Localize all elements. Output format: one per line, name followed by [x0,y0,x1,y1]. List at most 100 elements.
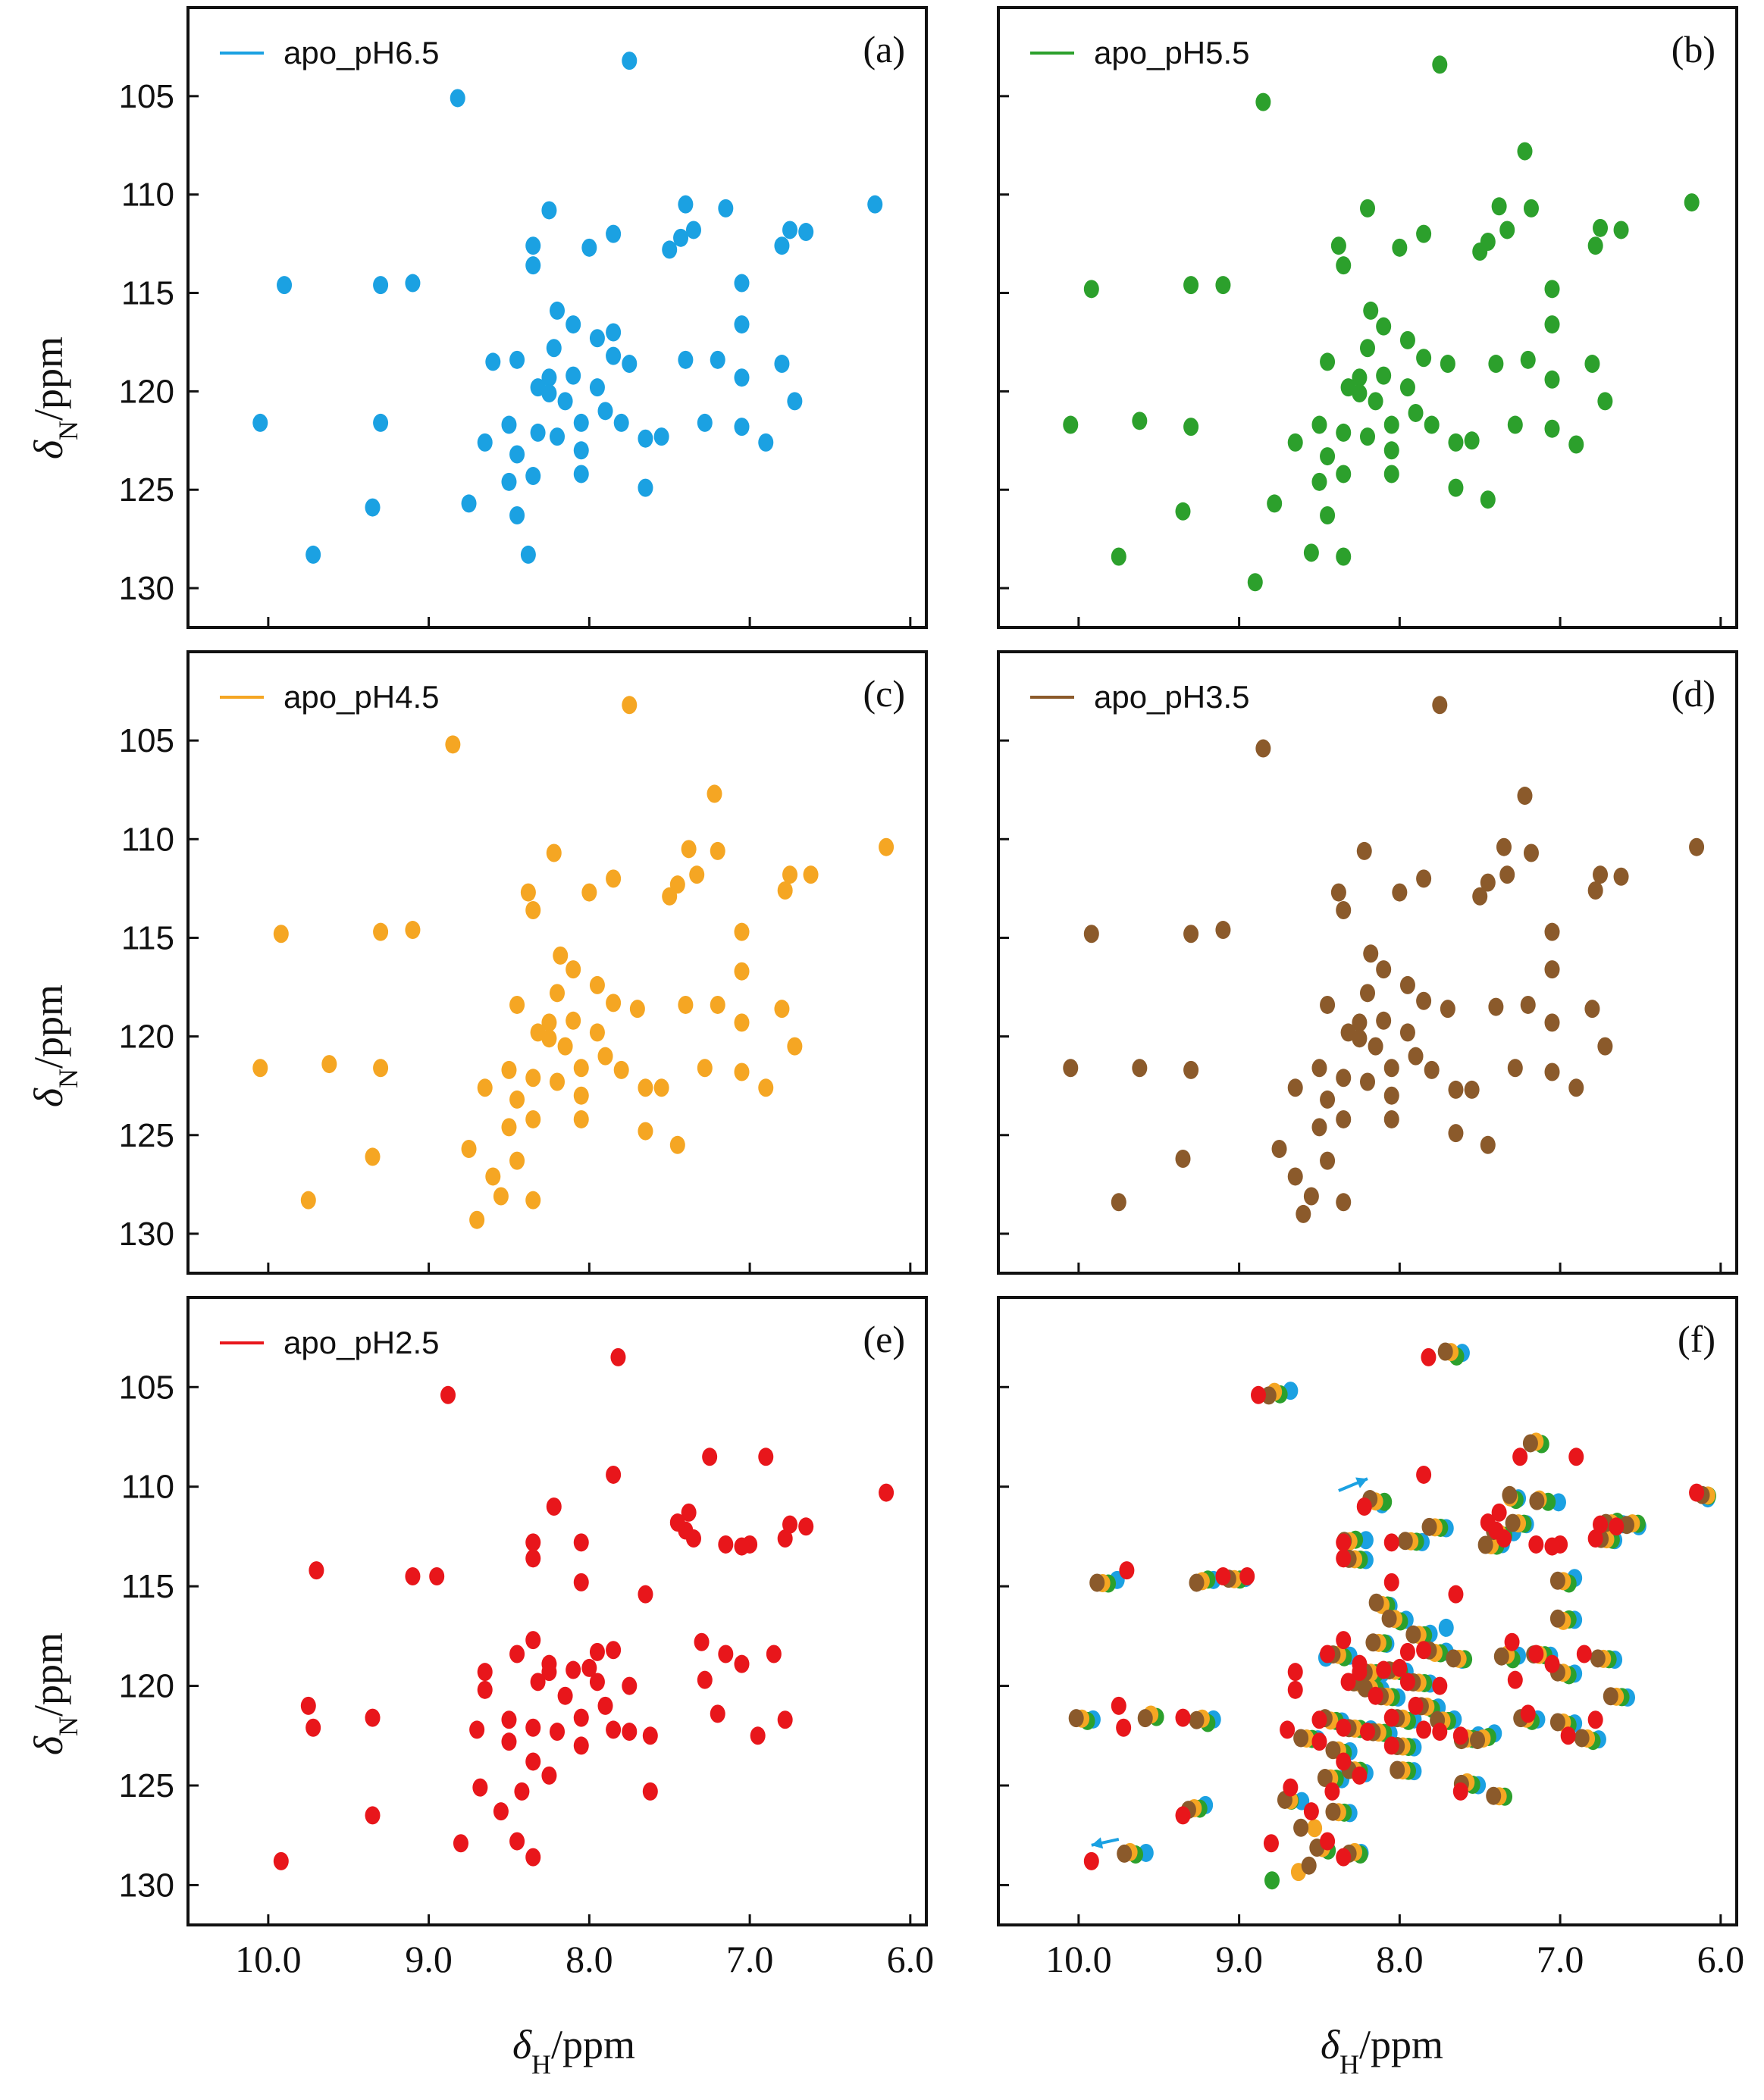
peak-point [1520,1704,1536,1723]
peak-point [1496,1529,1512,1548]
peak-point [525,1549,541,1568]
peak-point [694,1632,710,1651]
panel-f: 10.0 9.0 8.0 7.0 6.0 (f) [997,1296,1744,1980]
peak-point [638,1585,653,1604]
panel-tag: (d) [1672,672,1715,715]
peak-point [1320,447,1336,466]
peak-point [509,350,525,369]
peak-point [1584,1000,1600,1019]
peak-point [566,1011,581,1030]
peak-point [734,315,750,334]
x-tick-label: 9.0 [1215,1938,1263,1980]
panel-tag: (e) [863,1318,906,1360]
peak-point [525,1069,541,1088]
peak-point [1574,1729,1590,1748]
peak-point [1587,1529,1603,1548]
peak-point [1507,1059,1523,1078]
peak-point [541,1029,557,1048]
panel-e: 105 110 115 120 125 130 10.0 9.0 8.0 7.0 6.0 (e) apo… [119,1296,934,1980]
peak-point [1311,1710,1327,1729]
peak-point [1083,1851,1099,1870]
peak-point [573,1533,589,1552]
peak-point [1544,419,1560,438]
legend-label: apo_pH3.5 [1094,679,1250,715]
peak-point [1432,696,1448,715]
peak-point [252,413,268,432]
peak-point [1549,1609,1565,1628]
y-tick-label: 110 [121,821,174,858]
y-tick-label: 130 [119,1216,174,1253]
shift-arrowhead [1091,1837,1104,1849]
peak-point [1480,873,1496,892]
peak-point [1448,1124,1464,1143]
peak-point [1280,1720,1296,1739]
peak-point [573,1109,589,1128]
peak-point [1336,1631,1352,1650]
peak-point [1505,1513,1521,1532]
peak-point [1477,1535,1493,1554]
peak-point [697,413,713,432]
peak-point [1381,1609,1397,1628]
peak-point [1684,193,1700,212]
peak-point [777,881,793,900]
peak-point [1432,1723,1448,1742]
peak-point [321,1055,337,1074]
peak-point [1287,1680,1303,1699]
peak-point [520,545,536,564]
peak-point [501,1732,517,1751]
x-tick-label: 8.0 [566,1938,613,1980]
y-axis-title-row-1: δN/ppm [26,336,83,459]
peak-point [622,696,638,715]
y-tick-label: 125 [119,471,174,509]
peak-point [573,1059,589,1078]
peak-point [509,1090,525,1109]
peak-point [1529,1491,1545,1510]
peak-point [525,1752,541,1771]
peak-point [1452,1726,1468,1745]
peak-point [1424,1060,1440,1079]
peak-point [718,1535,734,1554]
peak-point [606,1720,622,1739]
peak-point [653,1078,669,1097]
peak-point [541,1013,557,1032]
peak-point [1293,1818,1309,1837]
peak-point [638,429,653,448]
peak-point [1255,739,1271,758]
peak-point [1399,1023,1415,1042]
peak-point [1307,1819,1323,1838]
peak-point [573,441,589,460]
peak-point [1593,218,1609,237]
peak-point [1311,472,1327,491]
peak-point [1383,1533,1399,1552]
peak-point [653,427,669,446]
peak-point [1544,1654,1560,1673]
peak-point [1132,1059,1148,1078]
peak-point [1352,383,1368,402]
x-tick-label: 9.0 [405,1938,453,1980]
peak-point [1512,1447,1528,1466]
peak-point [1336,1069,1352,1088]
peak-point [1360,427,1375,446]
peak-point [1560,1726,1576,1745]
peak-point [622,1676,638,1695]
peak-point [1399,1673,1415,1692]
peak-point [1365,1633,1381,1652]
peak-point [1271,1140,1287,1158]
peak-point [1470,1731,1486,1750]
peak-point [1330,883,1346,902]
x-tick-label: 10.0 [1045,1938,1112,1980]
peak-point [638,478,653,497]
peak-point [803,865,819,884]
peak-point [1597,392,1613,411]
peak-point [1488,355,1504,374]
peak-point [273,925,289,944]
peak-point [1416,224,1432,243]
peak-point [1324,1782,1340,1801]
panel-tag: (f) [1678,1318,1715,1360]
peak-point [1360,339,1375,358]
peak-point [606,224,622,243]
peak-point [1488,997,1504,1016]
x-tick-label: 10.0 [235,1938,302,1980]
peak-point [1421,1347,1437,1366]
